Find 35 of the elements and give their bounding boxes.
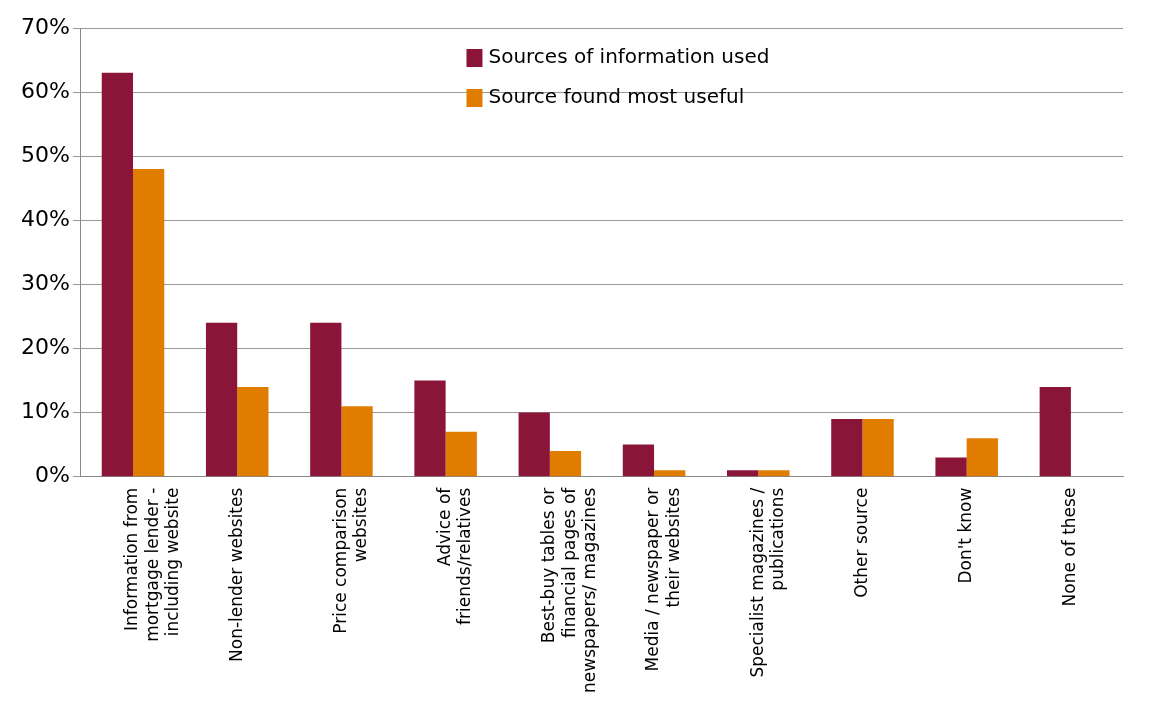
y-tick-label: 40% — [20, 206, 70, 231]
y-tick-label: 0% — [34, 462, 70, 488]
bar — [341, 406, 373, 477]
legend-label: Source found most useful — [488, 84, 745, 109]
bar — [966, 438, 998, 477]
bar — [622, 444, 655, 477]
y-tick-label: 50% — [20, 141, 70, 167]
y-tick-label: 20% — [20, 334, 70, 360]
bar — [549, 451, 582, 477]
bar — [310, 322, 342, 477]
bar — [133, 169, 165, 477]
x-tick-label: Don't know — [955, 487, 976, 584]
bar — [518, 412, 550, 477]
bar — [831, 418, 863, 477]
bar — [101, 72, 133, 477]
bar — [935, 457, 967, 477]
y-tick-label: 10% — [20, 398, 70, 424]
x-tick-label: None of these — [1059, 487, 1080, 607]
bar — [445, 431, 477, 477]
x-tick-label: Price comparison websites — [329, 487, 371, 634]
x-tick-label: Information from mortgage lender - including website — [121, 487, 183, 642]
x-tick-label: Non-lender websites — [225, 487, 246, 662]
bar — [414, 380, 446, 477]
x-tick-label: Other source — [850, 487, 871, 598]
bar — [1039, 386, 1071, 477]
y-tick-label: 70% — [20, 13, 70, 39]
y-tick-label: 60% — [20, 77, 70, 103]
bar — [654, 470, 686, 477]
bar — [237, 386, 269, 477]
bar — [205, 322, 238, 477]
bar — [727, 470, 759, 477]
bar — [862, 418, 894, 477]
y-tick-label: 30% — [20, 270, 70, 296]
legend-label: Sources of information used — [488, 44, 770, 69]
bar — [758, 470, 790, 477]
